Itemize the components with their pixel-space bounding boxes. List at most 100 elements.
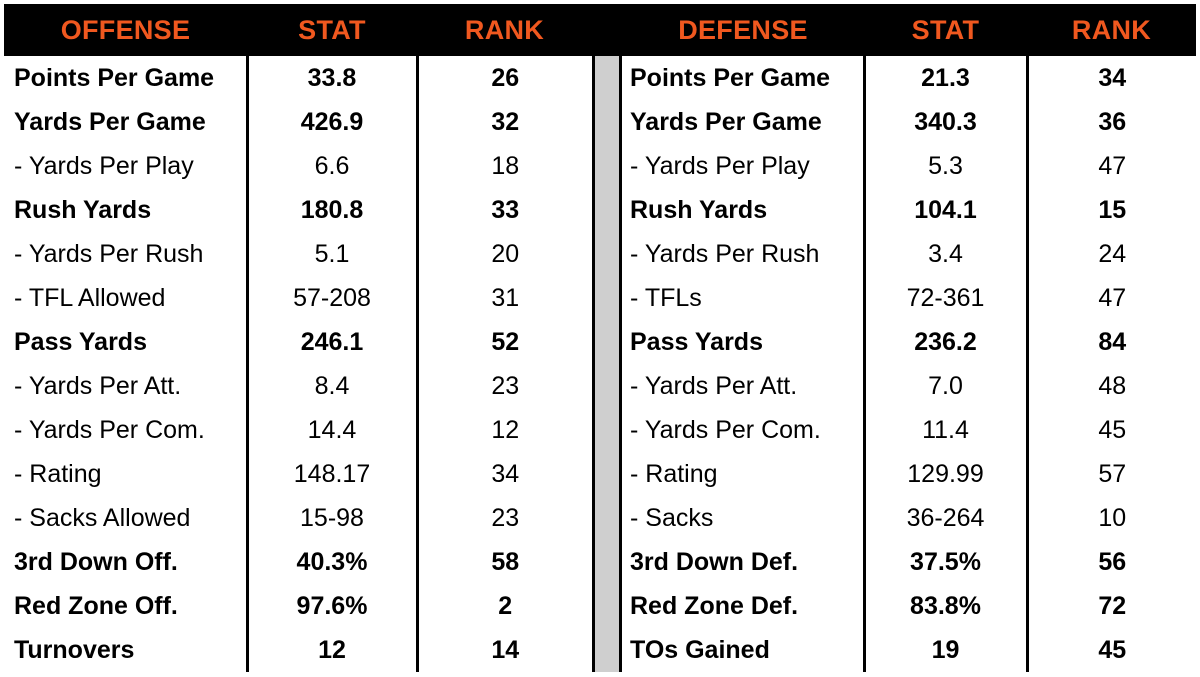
offense-stat-cell: 57-208 [247,276,419,320]
defense-panel: DEFENSE STAT RANK Points Per Game 21.3 34 Y… [622,4,1196,672]
offense-rank-cell: 33 [417,188,592,232]
offense-stat-cell: 6.6 [247,144,419,188]
offense-rank-cell: 58 [417,540,592,584]
offense-stat-cell: 40.3% [247,540,419,584]
defense-label-cell: Rush Yards [622,188,866,232]
table-row: - Yards Per Play 5.3 47 [622,144,1196,188]
defense-rank-cell: 24 [1027,232,1196,276]
defense-label-cell: - Sacks [622,496,866,540]
defense-label-cell: - Rating [622,452,866,496]
table-row: Red Zone Def. 83.8% 72 [622,584,1196,628]
table-row: Rush Yards 104.1 15 [622,188,1196,232]
offense-label-cell: Red Zone Off. [4,584,249,628]
defense-label-cell: TOs Gained [622,628,866,672]
defense-label-cell: Yards Per Game [622,100,866,144]
table-row: - Yards Per Com. 11.4 45 [622,408,1196,452]
defense-stat-cell: 21.3 [864,56,1029,100]
stats-comparison-table: OFFENSE STAT RANK Points Per Game 33.8 26 Y… [4,4,1196,672]
defense-header-stat: STAT [864,4,1027,56]
defense-stat-cell: 36-264 [864,496,1029,540]
defense-rank-cell: 47 [1027,144,1196,188]
defense-stat-cell: 129.99 [864,452,1029,496]
table-row: - TFL Allowed 57-208 31 [4,276,592,320]
offense-rank-cell: 20 [417,232,592,276]
offense-rank-cell: 52 [417,320,592,364]
offense-label-cell: 3rd Down Off. [4,540,249,584]
defense-label-cell: - Yards Per Play [622,144,866,188]
table-row: 3rd Down Def. 37.5% 56 [622,540,1196,584]
table-row: - Yards Per Att. 8.4 23 [4,364,592,408]
offense-stat-cell: 426.9 [247,100,419,144]
defense-stat-cell: 3.4 [864,232,1029,276]
defense-label-cell: Points Per Game [622,56,866,100]
defense-stat-cell: 104.1 [864,188,1029,232]
offense-rank-cell: 18 [417,144,592,188]
offense-panel: OFFENSE STAT RANK Points Per Game 33.8 26 Y… [4,4,592,672]
offense-rank-cell: 2 [417,584,592,628]
offense-stat-cell: 180.8 [247,188,419,232]
offense-stat-cell: 148.17 [247,452,419,496]
offense-body: Points Per Game 33.8 26 Yards Per Game 426.9… [4,56,592,672]
defense-body: Points Per Game 21.3 34 Yards Per Game 340.3… [622,56,1196,672]
table-row: - Yards Per Rush 3.4 24 [622,232,1196,276]
offense-label-cell: - Yards Per Play [4,144,249,188]
defense-rank-cell: 45 [1027,628,1196,672]
defense-rank-cell: 57 [1027,452,1196,496]
defense-rank-cell: 56 [1027,540,1196,584]
defense-label-cell: Pass Yards [622,320,866,364]
offense-rank-cell: 32 [417,100,592,144]
table-row: Points Per Game 21.3 34 [622,56,1196,100]
offense-label-cell: Pass Yards [4,320,249,364]
offense-rank-cell: 31 [417,276,592,320]
panel-divider [592,56,622,672]
defense-label-cell: Red Zone Def. [622,584,866,628]
offense-label-cell: - Rating [4,452,249,496]
offense-table: OFFENSE STAT RANK Points Per Game 33.8 26 Y… [4,4,592,672]
offense-stat-cell: 97.6% [247,584,419,628]
defense-header-rank: RANK [1027,4,1196,56]
offense-stat-cell: 33.8 [247,56,419,100]
offense-stat-cell: 5.1 [247,232,419,276]
defense-rank-cell: 72 [1027,584,1196,628]
table-row: Yards Per Game 340.3 36 [622,100,1196,144]
defense-stat-cell: 236.2 [864,320,1029,364]
defense-rank-cell: 10 [1027,496,1196,540]
defense-stat-cell: 72-361 [864,276,1029,320]
offense-header-row: OFFENSE STAT RANK [4,4,592,56]
table-row: TOs Gained 19 45 [622,628,1196,672]
offense-rank-cell: 23 [417,364,592,408]
defense-stat-cell: 83.8% [864,584,1029,628]
table-row: Turnovers 12 14 [4,628,592,672]
offense-label-cell: - Sacks Allowed [4,496,249,540]
offense-label-cell: Turnovers [4,628,249,672]
table-row: - Yards Per Rush 5.1 20 [4,232,592,276]
table-row: Pass Yards 246.1 52 [4,320,592,364]
table-row: - Rating 129.99 57 [622,452,1196,496]
table-row: Yards Per Game 426.9 32 [4,100,592,144]
table-row: - Sacks 36-264 10 [622,496,1196,540]
table-row: 3rd Down Off. 40.3% 58 [4,540,592,584]
defense-label-cell: 3rd Down Def. [622,540,866,584]
offense-rank-cell: 34 [417,452,592,496]
offense-header-label: OFFENSE [4,4,247,56]
offense-label-cell: - Yards Per Rush [4,232,249,276]
defense-label-cell: - Yards Per Rush [622,232,866,276]
defense-label-cell: - Yards Per Com. [622,408,866,452]
defense-rank-cell: 84 [1027,320,1196,364]
defense-rank-cell: 47 [1027,276,1196,320]
defense-stat-cell: 5.3 [864,144,1029,188]
defense-table: DEFENSE STAT RANK Points Per Game 21.3 34 Y… [622,4,1196,672]
offense-stat-cell: 15-98 [247,496,419,540]
table-row: - TFLs 72-361 47 [622,276,1196,320]
offense-rank-cell: 23 [417,496,592,540]
offense-header-stat: STAT [247,4,417,56]
defense-label-cell: - TFLs [622,276,866,320]
offense-header-rank: RANK [417,4,592,56]
table-row: - Yards Per Play 6.6 18 [4,144,592,188]
defense-label-cell: - Yards Per Att. [622,364,866,408]
offense-stat-cell: 246.1 [247,320,419,364]
defense-rank-cell: 45 [1027,408,1196,452]
offense-rank-cell: 12 [417,408,592,452]
defense-header-row: DEFENSE STAT RANK [622,4,1196,56]
table-row: Red Zone Off. 97.6% 2 [4,584,592,628]
